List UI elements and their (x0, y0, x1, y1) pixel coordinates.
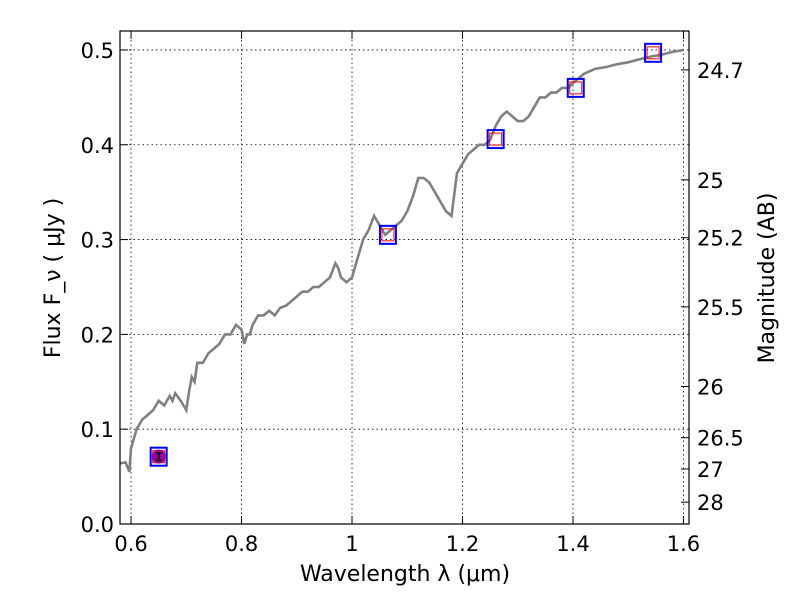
y-tick-label: 0.1 (81, 418, 114, 442)
y2-tick-label: 25.2 (697, 227, 744, 251)
y-tick-label: 0.0 (81, 513, 114, 537)
grid-lines (120, 31, 689, 525)
y-tick-labels: 0.0 0.1 0.2 0.3 0.4 0.5 (81, 39, 114, 537)
y2-axis-title: Magnitude (AB) (755, 193, 780, 364)
y-tick-label: 0.2 (81, 323, 114, 347)
y2-tick-labels: 24.7 25 25.2 25.5 26 26.5 27 28 (697, 59, 744, 515)
axis-ticks (120, 31, 689, 525)
y-tick-label: 0.4 (81, 134, 114, 158)
observed-point-group (151, 449, 166, 464)
x-tick-labels: 0.6 0.8 1 1.2 1.4 1.6 (114, 532, 700, 556)
x-tick-label: 1.6 (667, 532, 700, 556)
photometry-square (644, 42, 663, 63)
y2-tick-label: 25.5 (697, 296, 744, 320)
photometry-square-inner (381, 228, 395, 242)
y2-tick-label: 25 (697, 169, 724, 193)
plot-frame (119, 30, 690, 525)
x-axis-title: Wavelength λ (μm) (300, 562, 510, 587)
y2-tick-label: 24.7 (697, 59, 744, 83)
x-tick-label: 1 (345, 532, 358, 556)
photometry-square-inner (489, 132, 503, 146)
x-tick-label: 0.6 (114, 532, 147, 556)
x-tick-label: 1.4 (556, 532, 589, 556)
x-tick-label: 1.2 (446, 532, 479, 556)
photometry-square-inner (569, 81, 583, 95)
photometry-square (566, 77, 585, 98)
y2-tick-label: 27 (697, 458, 724, 482)
photometry-square-inner (646, 46, 660, 60)
y2-tick-label: 26.5 (697, 427, 744, 451)
model-spectrum-line (119, 48, 684, 473)
photometry-squares (149, 42, 663, 467)
y2-tick-label: 26 (697, 376, 724, 400)
x-tick-label: 0.8 (225, 532, 258, 556)
y-tick-label: 0.5 (81, 39, 114, 63)
y-tick-label: 0.3 (81, 229, 114, 253)
y-axis-title: Flux F_ν ( μJy ) (41, 198, 66, 358)
y2-tick-label: 28 (697, 491, 724, 515)
photometry-square (378, 224, 397, 245)
photometry-square (149, 446, 168, 467)
photometry-square (486, 129, 505, 150)
